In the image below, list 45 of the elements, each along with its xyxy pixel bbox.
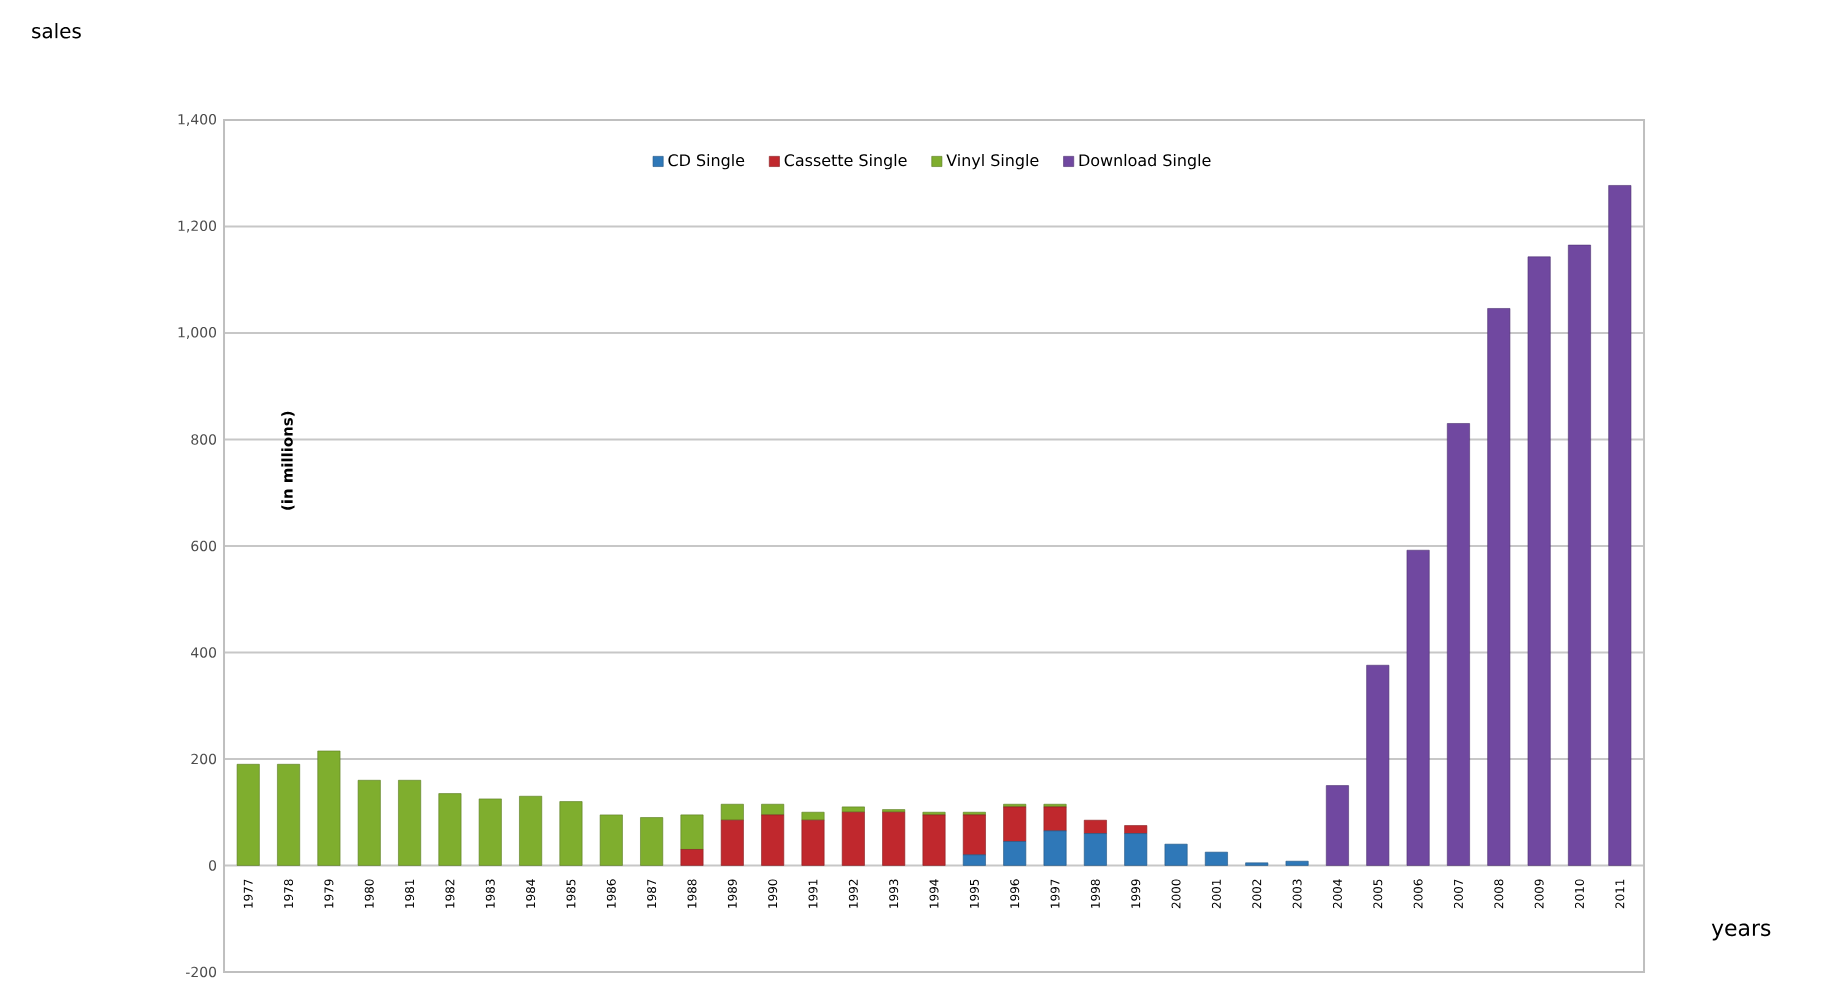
bar	[720, 819, 744, 866]
bar	[1083, 819, 1107, 834]
bar	[1083, 833, 1107, 866]
bar	[1568, 244, 1591, 866]
bar	[478, 798, 502, 866]
text: sales	[32, 22, 81, 39]
bar	[962, 854, 986, 866]
bar	[277, 764, 301, 866]
bar	[801, 819, 825, 866]
bar	[1487, 308, 1511, 866]
bar	[1366, 664, 1390, 866]
bar	[962, 814, 986, 856]
bar	[720, 803, 744, 821]
bar	[357, 779, 381, 866]
bar	[882, 811, 906, 866]
bar	[1204, 851, 1228, 866]
bar	[1446, 423, 1470, 866]
bar	[761, 814, 785, 866]
bar	[559, 801, 583, 866]
bar	[1527, 256, 1551, 866]
bar	[801, 811, 825, 821]
bar	[1043, 830, 1067, 866]
bar	[1164, 843, 1188, 866]
bar	[317, 750, 341, 866]
bar	[1325, 785, 1349, 866]
bar	[1124, 833, 1148, 866]
bar	[1003, 806, 1027, 842]
bar	[680, 849, 704, 866]
bar	[1003, 841, 1027, 866]
bar	[438, 793, 462, 866]
bar	[1285, 860, 1309, 866]
bar	[398, 779, 422, 866]
bar	[841, 811, 865, 866]
bar	[599, 814, 623, 866]
x-axis-title: years	[1711, 923, 1771, 941]
bar	[519, 795, 543, 866]
bar	[1124, 825, 1148, 834]
bar	[841, 806, 865, 813]
bar	[1043, 806, 1067, 832]
bar	[1406, 549, 1430, 866]
bar	[1608, 185, 1632, 866]
bar	[680, 814, 704, 850]
bar	[236, 764, 260, 866]
bar	[922, 814, 946, 866]
bar	[640, 817, 664, 866]
